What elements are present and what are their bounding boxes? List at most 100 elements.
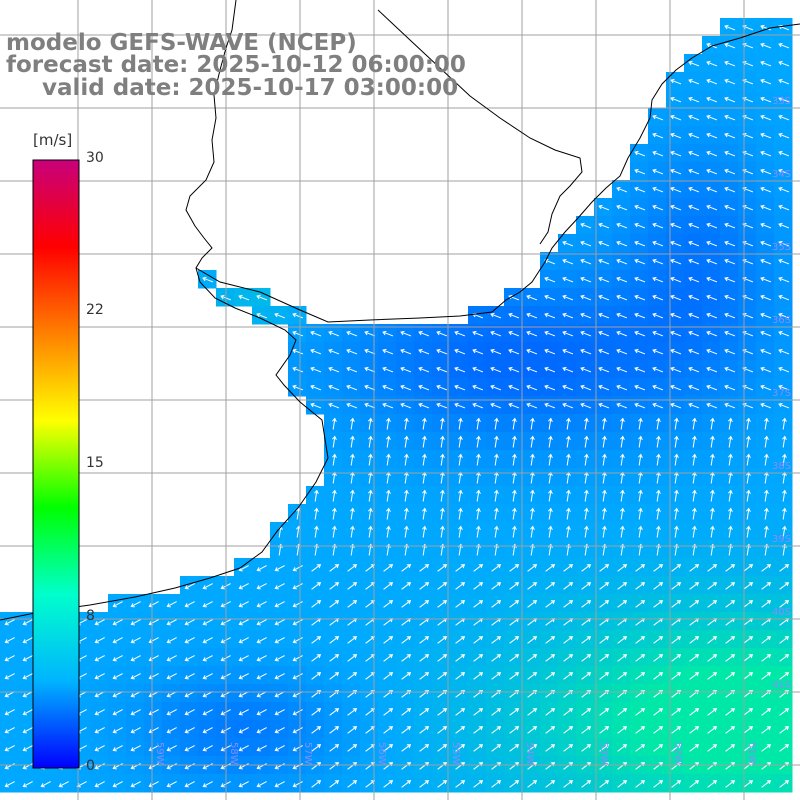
wind-speed-cell: [576, 450, 595, 469]
wind-arrow: [364, 348, 376, 355]
wind-arrow: [599, 600, 610, 608]
wind-arrow: [130, 673, 141, 680]
wind-speed-cell: [216, 738, 235, 757]
wind-arrow: [94, 637, 105, 644]
wind-speed-cell: [108, 684, 127, 703]
wind-arrow: [724, 384, 736, 391]
wind-arrow: [184, 583, 195, 590]
wind-speed-cell: [90, 630, 109, 649]
wind-arrow: [656, 525, 661, 538]
wind-speed-cell: [666, 594, 685, 613]
wind-speed-cell: [774, 414, 793, 433]
wind-arrow: [419, 564, 430, 572]
wind-speed-cell: [684, 522, 703, 541]
wind-speed-cell: [684, 684, 703, 703]
wind-arrow: [112, 619, 123, 626]
wind-speed-cell: [522, 720, 541, 739]
wind-arrow: [599, 708, 610, 716]
wind-arrow: [274, 655, 285, 662]
wind-arrow: [328, 384, 340, 391]
latitude-label: 35S: [772, 242, 791, 253]
wind-arrow: [635, 564, 646, 572]
wind-speed-cell: [720, 612, 739, 631]
wind-arrow: [22, 709, 33, 716]
wind-speed-cell: [306, 702, 325, 721]
wind-arrow: [725, 564, 736, 572]
wind-arrow: [401, 636, 412, 644]
wind-speed-cell: [342, 630, 361, 649]
wind-arrow: [580, 240, 592, 247]
wind-arrow: [616, 276, 628, 283]
wind-arrow: [688, 186, 700, 193]
wind-arrow: [436, 348, 448, 355]
wind-arrow: [292, 727, 303, 734]
wind-arrow: [328, 348, 340, 355]
wind-speed-cell: [468, 558, 487, 577]
wind-arrow: [746, 435, 751, 448]
wind-arrow: [634, 150, 646, 157]
wind-arrow: [332, 435, 337, 448]
wind-speed-cell: [0, 738, 19, 757]
wind-speed-cell: [666, 432, 685, 451]
wind-speed-cell: [540, 558, 559, 577]
wind-arrow: [544, 276, 556, 283]
wind-arrow: [491, 654, 502, 662]
wind-arrow: [404, 453, 409, 466]
wind-arrow: [4, 745, 15, 752]
wind-speed-cell: [774, 522, 793, 541]
wind-speed-cell: [648, 612, 667, 631]
wind-arrow: [437, 582, 448, 590]
wind-arrow: [530, 453, 535, 466]
wind-speed-cell: [684, 576, 703, 595]
wind-speed-cell: [90, 648, 109, 667]
wind-arrow: [782, 525, 787, 538]
wind-speed-cell: [360, 432, 379, 451]
wind-speed-cell: [0, 684, 19, 703]
wind-arrow: [634, 258, 646, 265]
wind-arrow: [256, 727, 267, 734]
wind-speed-cell: [612, 666, 631, 685]
wind-arrow: [779, 780, 790, 788]
wind-arrow: [724, 330, 736, 337]
wind-speed-cell: [378, 630, 397, 649]
wind-speed-cell: [270, 648, 289, 667]
wind-speed-cell: [234, 594, 253, 613]
wind-arrow: [490, 384, 502, 391]
wind-arrow: [580, 330, 592, 337]
wind-speed-cell: [684, 702, 703, 721]
wind-speed-cell: [360, 522, 379, 541]
latitude-label: 39S: [772, 534, 791, 545]
wind-arrow: [688, 96, 700, 103]
wind-arrow: [329, 672, 340, 680]
wind-speed-cell: [486, 558, 505, 577]
wind-speed-cell: [324, 558, 343, 577]
wind-speed-cell: [198, 774, 217, 793]
wind-speed-cell: [702, 558, 721, 577]
wind-arrow: [508, 330, 520, 337]
wind-arrow: [688, 384, 700, 391]
wind-speed-cell: [576, 468, 595, 487]
wind-arrow: [311, 708, 322, 716]
wind-speed-cell: [702, 774, 721, 793]
wind-arrow: [778, 348, 790, 355]
wind-arrow: [347, 654, 358, 662]
wind-speed-cell: [360, 774, 379, 793]
wind-arrow: [347, 636, 358, 644]
wind-arrow: [653, 600, 664, 608]
wind-arrow: [743, 582, 754, 590]
wind-speed-cell: [378, 774, 397, 793]
wind-speed-cell: [450, 684, 469, 703]
wind-arrow: [562, 258, 574, 265]
wind-arrow: [346, 330, 358, 337]
wind-speed-cell: [504, 504, 523, 523]
wind-arrow: [563, 708, 574, 716]
wind-arrow: [256, 655, 267, 662]
wind-arrow: [476, 435, 481, 448]
wind-arrow: [706, 150, 718, 157]
wind-arrow: [670, 96, 682, 103]
wind-speed-cell: [288, 630, 307, 649]
wind-arrow: [670, 348, 682, 355]
wind-speed-cell: [396, 774, 415, 793]
wind-arrow: [494, 435, 499, 448]
wind-arrow: [419, 672, 430, 680]
